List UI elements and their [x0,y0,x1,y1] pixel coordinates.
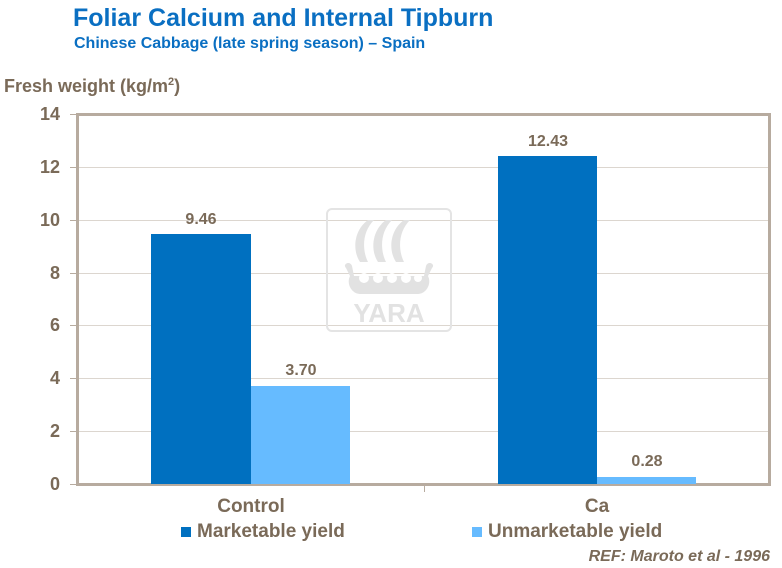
y-tick-4: 4 [49,368,60,388]
value-label-control-unmarketable: 3.70 [285,362,317,379]
y-tickmark [70,325,77,326]
category-divider-tick [424,486,425,492]
plot-frame-right [768,113,771,485]
legend-label-unmarketable: Unmarketable yield [488,521,663,542]
viking-ship-icon: YARA [344,220,434,328]
y-tick-8: 8 [49,263,60,283]
gridline-2 [78,431,769,432]
bar-ca-unmarketable [597,477,696,484]
y-tickmark [70,378,77,379]
gridline-10 [78,220,769,221]
gridline-8 [78,273,769,274]
legend-item-unmarketable: Unmarketable yield [472,521,662,543]
legend-swatch-unmarketable [472,527,482,537]
y-tick-14: 14 [39,104,60,124]
y-tickmark [70,431,77,432]
category-label-ca: Ca [584,496,610,517]
y-tickmark [70,273,77,274]
gridline-12 [78,167,769,168]
legend-item-marketable: Marketable yield [181,521,345,543]
plot-frame-top [77,113,770,116]
y-tick-0: 0 [49,474,60,494]
y-axis-label-superscript: 2 [168,76,175,88]
value-label-control-marketable: 9.46 [185,211,217,228]
value-label-ca-marketable: 12.43 [527,133,569,150]
y-axis-label-text: Fresh weight (kg/m [4,76,169,96]
y-tickmark [70,484,77,485]
y-tickmark [70,114,77,115]
legend-label-marketable: Marketable yield [197,521,345,542]
legend-swatch-marketable [181,527,191,537]
y-tick-2: 2 [49,421,60,441]
x-axis-line [76,483,771,486]
y-tick-12: 12 [39,157,60,177]
y-tick-10: 10 [39,210,60,230]
y-tickmark [70,167,77,168]
yara-watermark-logo: YARA [326,208,452,332]
gridline-6 [78,325,769,326]
bar-ca-marketable [498,156,597,484]
value-label-ca-unmarketable: 0.28 [631,453,663,470]
gridline-4 [78,378,769,379]
reference-citation: REF: Maroto et al - 1996 [588,548,770,565]
bar-control-marketable [151,234,251,484]
bar-control-unmarketable [251,386,350,484]
watermark-text: YARA [353,298,425,328]
y-axis-line [76,113,79,486]
category-label-control: Control [217,496,285,517]
y-axis-label: Fresh weight (kg/m2) [4,76,180,97]
y-axis-label-close: ) [174,76,181,96]
y-tickmark [70,220,77,221]
chart-title: Foliar Calcium and Internal Tipburn [73,4,494,32]
chart-subtitle: Chinese Cabbage (late spring season) – S… [74,35,426,52]
y-tick-6: 6 [49,315,60,335]
